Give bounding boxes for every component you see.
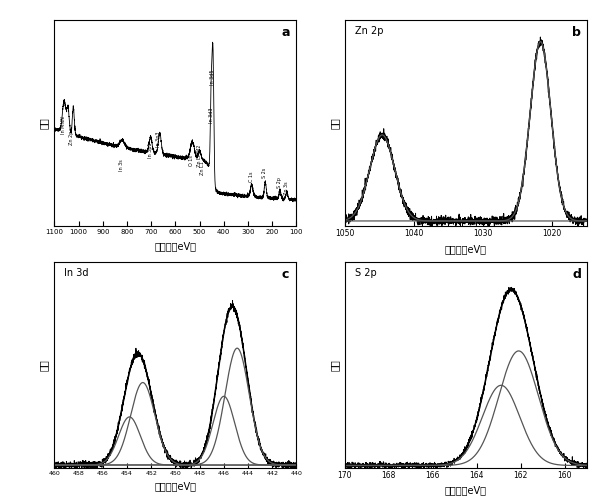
Text: In 3p3: In 3p3 [157,132,162,147]
Text: Zn 3s: Zn 3s [284,182,289,195]
Text: Zn 2p: Zn 2p [69,131,74,145]
Text: In 3d3: In 3d3 [209,108,214,123]
X-axis label: 结合能（eV）: 结合能（eV） [154,240,197,250]
X-axis label: 结合能（eV）: 结合能（eV） [445,485,487,495]
Text: Zn LMM2: Zn LMM2 [197,145,201,167]
Text: O 1s: O 1s [189,155,194,165]
Text: a: a [282,26,290,39]
Text: Zn 2p: Zn 2p [355,26,383,36]
X-axis label: 结合能（eV）: 结合能（eV） [154,481,197,491]
Text: In 3s: In 3s [119,159,124,171]
Text: C 1s: C 1s [249,172,254,182]
Y-axis label: 强度: 强度 [329,117,339,129]
Text: S 2p: S 2p [277,177,283,188]
Y-axis label: 强度: 强度 [39,117,49,129]
Y-axis label: 强度: 强度 [39,359,49,371]
Text: b: b [572,26,581,39]
Text: d: d [572,268,581,281]
Text: c: c [282,268,289,281]
Text: In 3p1: In 3p1 [148,143,152,158]
X-axis label: 结合能（eV）: 结合能（eV） [445,243,487,254]
Text: S 2s: S 2s [263,168,267,179]
Text: In 3d5: In 3d5 [211,69,215,85]
Text: S 2p: S 2p [355,268,376,278]
Text: In 3d: In 3d [64,268,88,278]
Text: In MNN: In MNN [61,116,66,134]
Y-axis label: 强度: 强度 [329,359,339,371]
Text: Zn L1: Zn L1 [200,161,205,175]
